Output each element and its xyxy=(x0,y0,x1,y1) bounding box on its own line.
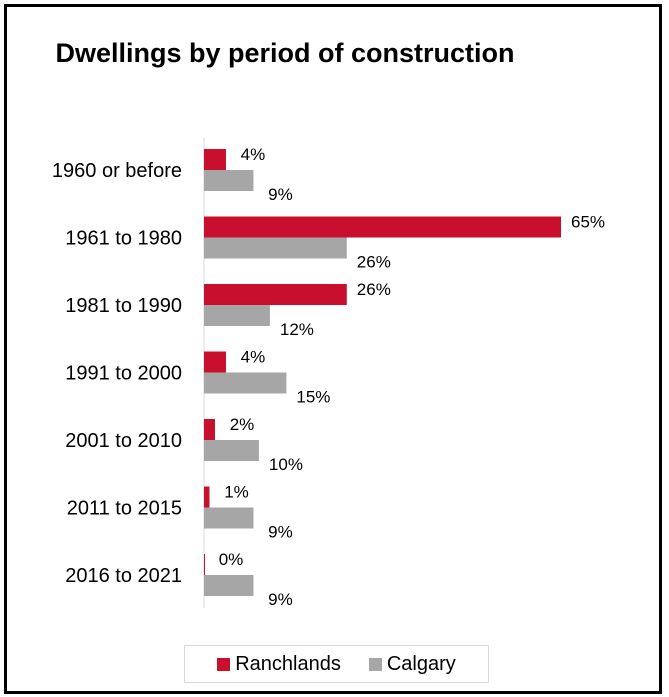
data-label-ranchlands: 4% xyxy=(241,348,266,367)
legend: Ranchlands Calgary xyxy=(184,645,489,683)
data-label-calgary: 9% xyxy=(268,185,293,204)
legend-swatch-ranchlands xyxy=(217,657,231,671)
data-label-ranchlands: 4% xyxy=(241,145,266,164)
data-label-ranchlands: 1% xyxy=(224,483,249,502)
category-label: 1981 to 1990 xyxy=(65,295,182,317)
data-label-ranchlands: 65% xyxy=(571,213,605,232)
bar-ranchlands xyxy=(204,554,205,575)
bar-ranchlands xyxy=(204,419,215,440)
legend-item-ranchlands: Ranchlands xyxy=(217,653,341,676)
data-label-ranchlands: 0% xyxy=(219,550,244,569)
chart-frame xyxy=(4,4,662,694)
bar-calgary xyxy=(204,575,254,596)
bar-calgary xyxy=(204,170,254,191)
data-label-ranchlands: 26% xyxy=(357,280,391,299)
bar-ranchlands xyxy=(204,486,210,508)
category-label: 1960 or before xyxy=(52,160,182,182)
category-label: 2016 to 2021 xyxy=(65,565,182,587)
legend-label-ranchlands: Ranchlands xyxy=(235,652,341,675)
data-label-calgary: 15% xyxy=(296,388,330,407)
bar-calgary xyxy=(204,372,287,394)
bar-calgary xyxy=(204,507,254,529)
category-label: 2001 to 2010 xyxy=(65,430,182,452)
bar-ranchlands xyxy=(204,216,561,238)
data-label-calgary: 26% xyxy=(357,253,391,272)
legend-swatch-calgary xyxy=(368,657,382,671)
data-label-ranchlands: 2% xyxy=(230,415,255,434)
data-label-calgary: 12% xyxy=(280,320,314,339)
bar-ranchlands xyxy=(204,284,347,305)
bar-calgary xyxy=(204,440,259,461)
bar-ranchlands xyxy=(204,351,226,373)
category-label: 2011 to 2015 xyxy=(67,498,182,520)
legend-item-calgary: Calgary xyxy=(368,652,456,676)
category-label: 1961 to 1980 xyxy=(65,228,182,250)
legend-label-calgary: Calgary xyxy=(386,652,456,675)
data-label-calgary: 10% xyxy=(269,455,303,474)
category-label: 1991 to 2000 xyxy=(65,363,182,385)
chart-title: Dwellings by period of construction xyxy=(55,38,515,68)
bar-calgary xyxy=(204,237,347,259)
data-label-calgary: 9% xyxy=(268,590,293,609)
data-label-calgary: 9% xyxy=(268,523,293,542)
bar-ranchlands xyxy=(204,149,226,170)
bar-calgary xyxy=(204,305,270,326)
